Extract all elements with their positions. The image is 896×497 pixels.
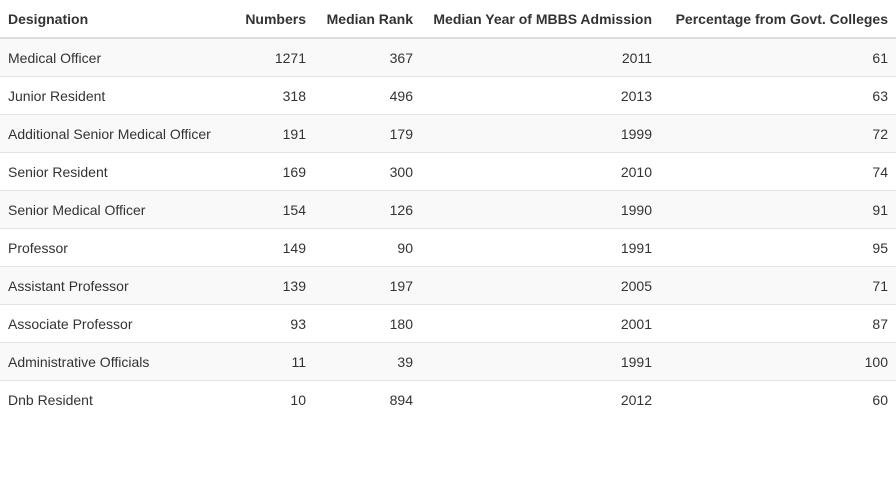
table-row: Administrative Officials 11 39 1991 100 [0,342,896,381]
govt-percentage-cell: 91 [660,190,896,229]
numbers-cell: 154 [234,190,314,229]
numbers-cell: 149 [234,228,314,267]
median-rank-cell: 126 [314,190,421,229]
table-row: Senior Medical Officer 154 126 1990 91 [0,190,896,229]
table-row: Assistant Professor 139 197 2005 71 [0,266,896,305]
median-year-cell: 2005 [421,266,660,305]
median-year-cell: 2011 [421,38,660,77]
govt-percentage-cell: 72 [660,114,896,153]
numbers-cell: 191 [234,114,314,153]
median-rank-cell: 39 [314,342,421,381]
median-rank-cell: 180 [314,304,421,343]
table-body: Medical Officer 1271 367 2011 61 Junior Resid… [0,38,896,418]
designation-cell: Professor [0,228,234,267]
header-row: Designation Numbers Median Rank Median Y… [0,0,896,39]
designation-cell: Administrative Officials [0,342,234,381]
designation-cell: Dnb Resident [0,380,234,418]
table-row: Medical Officer 1271 367 2011 61 [0,38,896,77]
govt-percentage-cell: 71 [660,266,896,305]
table-row: Senior Resident 169 300 2010 74 [0,152,896,191]
designation-cell: Medical Officer [0,38,234,77]
median-rank-cell: 894 [314,380,421,418]
median-year-cell: 1991 [421,228,660,267]
table-row: Additional Senior Medical Officer 191 179 1… [0,114,896,153]
numbers-cell: 11 [234,342,314,381]
table-row: Associate Professor 93 180 2001 87 [0,304,896,343]
designation-cell: Additional Senior Medical Officer [0,114,234,153]
column-header-median-year[interactable]: Median Year of MBBS Admission [421,0,660,39]
numbers-cell: 139 [234,266,314,305]
numbers-cell: 318 [234,76,314,115]
median-year-cell: 2012 [421,380,660,418]
median-rank-cell: 197 [314,266,421,305]
govt-percentage-cell: 61 [660,38,896,77]
median-year-cell: 1990 [421,190,660,229]
column-header-designation[interactable]: Designation [0,0,234,39]
numbers-cell: 93 [234,304,314,343]
table-header: Designation Numbers Median Rank Median Y… [0,0,896,39]
median-year-cell: 2001 [421,304,660,343]
numbers-cell: 1271 [234,38,314,77]
median-rank-cell: 496 [314,76,421,115]
data-table: Designation Numbers Median Rank Median Y… [0,0,896,418]
govt-percentage-cell: 87 [660,304,896,343]
numbers-cell: 169 [234,152,314,191]
govt-percentage-cell: 100 [660,342,896,381]
table-row: Dnb Resident 10 894 2012 60 [0,380,896,418]
median-year-cell: 1991 [421,342,660,381]
column-header-numbers[interactable]: Numbers [234,0,314,39]
median-rank-cell: 367 [314,38,421,77]
median-year-cell: 2013 [421,76,660,115]
govt-percentage-cell: 63 [660,76,896,115]
median-rank-cell: 179 [314,114,421,153]
column-header-median-rank[interactable]: Median Rank [314,0,421,39]
numbers-cell: 10 [234,380,314,418]
median-year-cell: 2010 [421,152,660,191]
median-rank-cell: 90 [314,228,421,267]
designation-cell: Senior Medical Officer [0,190,234,229]
median-rank-cell: 300 [314,152,421,191]
table-row: Junior Resident 318 496 2013 63 [0,76,896,115]
designation-cell: Associate Professor [0,304,234,343]
govt-percentage-cell: 95 [660,228,896,267]
designation-cell: Assistant Professor [0,266,234,305]
govt-percentage-cell: 60 [660,380,896,418]
column-header-govt-percentage[interactable]: Percentage from Govt. Colleges [660,0,896,39]
designation-cell: Junior Resident [0,76,234,115]
median-year-cell: 1999 [421,114,660,153]
govt-percentage-cell: 74 [660,152,896,191]
table-row: Professor 149 90 1991 95 [0,228,896,267]
designation-cell: Senior Resident [0,152,234,191]
